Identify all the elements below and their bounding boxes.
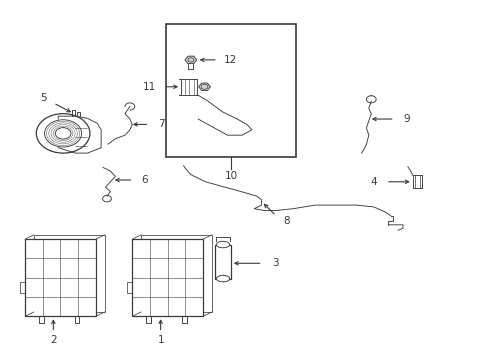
Text: 5: 5	[40, 93, 47, 103]
Text: 9: 9	[402, 114, 409, 124]
Ellipse shape	[216, 241, 229, 248]
Bar	[141, 235, 211, 312]
Text: 4: 4	[369, 177, 376, 187]
Bar	[25, 239, 96, 316]
Text: 8: 8	[283, 216, 290, 226]
Text: 1: 1	[157, 334, 163, 345]
Text: 10: 10	[224, 171, 237, 181]
Bar	[132, 239, 203, 316]
Text: 12: 12	[224, 55, 237, 65]
Bar	[215, 244, 230, 279]
Bar	[166, 24, 295, 157]
Text: 3: 3	[272, 258, 279, 268]
Text: 2: 2	[50, 334, 57, 345]
Ellipse shape	[216, 275, 229, 282]
Text: 6: 6	[141, 175, 147, 185]
Text: 7: 7	[158, 120, 164, 129]
Polygon shape	[198, 83, 210, 90]
Polygon shape	[184, 56, 196, 64]
Text: 11: 11	[142, 82, 156, 92]
Bar	[34, 235, 104, 312]
